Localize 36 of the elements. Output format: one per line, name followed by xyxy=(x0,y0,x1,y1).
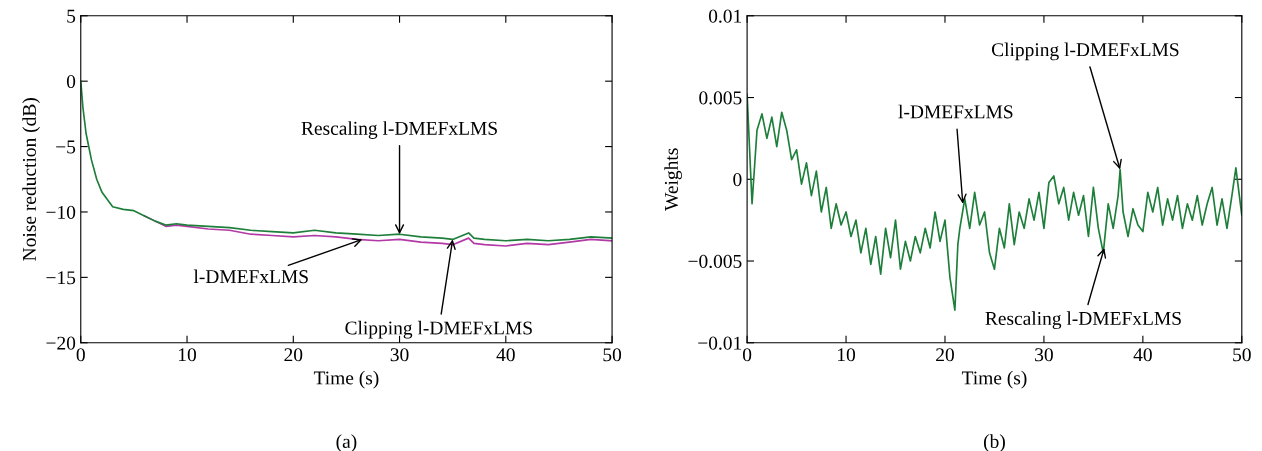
x-tick-label: 30 xyxy=(390,348,409,362)
y-axis-title: Noise reduction (dB) xyxy=(22,98,40,261)
y-tick-label: −10 xyxy=(46,205,76,219)
y-tick-label: −20 xyxy=(46,336,76,350)
x-axis-title: Time (s) xyxy=(961,370,1027,389)
y-tick-label: −5 xyxy=(56,140,76,154)
x-tick-label: 10 xyxy=(838,348,856,362)
y-axis-title: Weights xyxy=(664,148,682,211)
y-tick-label: 0 xyxy=(66,75,76,89)
annotation: Clipping l-DMEFxLMS xyxy=(345,320,532,339)
annotation: l-DMEFxLMS xyxy=(898,104,1013,119)
x-tick-label: 0 xyxy=(742,348,752,362)
y-tick-label: 0.01 xyxy=(708,9,742,23)
y-tick-label: −15 xyxy=(46,271,76,285)
x-tick-label: 50 xyxy=(1233,348,1251,362)
x-tick-label: 40 xyxy=(496,348,515,362)
annotation: Rescaling l-DMEFxLMS xyxy=(985,311,1181,329)
line-series xyxy=(80,80,613,242)
x-tick-label: 20 xyxy=(936,348,954,362)
y-tick-label: 0 xyxy=(733,173,742,187)
x-tick-label: 40 xyxy=(1133,348,1152,362)
x-tick-label: 20 xyxy=(284,348,303,362)
text: (a) xyxy=(336,434,357,451)
y-tick-label: −0.01 xyxy=(698,336,742,350)
y-tick-label: 5 xyxy=(67,9,76,23)
x-axis-title: Time (s) xyxy=(313,370,379,389)
x-tick-label: 0 xyxy=(76,348,85,362)
x-tick-label: 30 xyxy=(1035,348,1053,362)
annotation: l-DMEFxLMS xyxy=(193,269,308,284)
annotation: Clipping l-DMEFxLMS xyxy=(991,42,1179,61)
text: (b) xyxy=(983,434,1005,451)
x-tick-label: 50 xyxy=(603,348,622,362)
y-tick-label: −0.005 xyxy=(688,254,742,269)
x-tick-label: 10 xyxy=(179,348,197,362)
annotation: Rescaling l-DMEFxLMS xyxy=(301,121,497,139)
y-tick-label: 0.005 xyxy=(699,91,742,105)
